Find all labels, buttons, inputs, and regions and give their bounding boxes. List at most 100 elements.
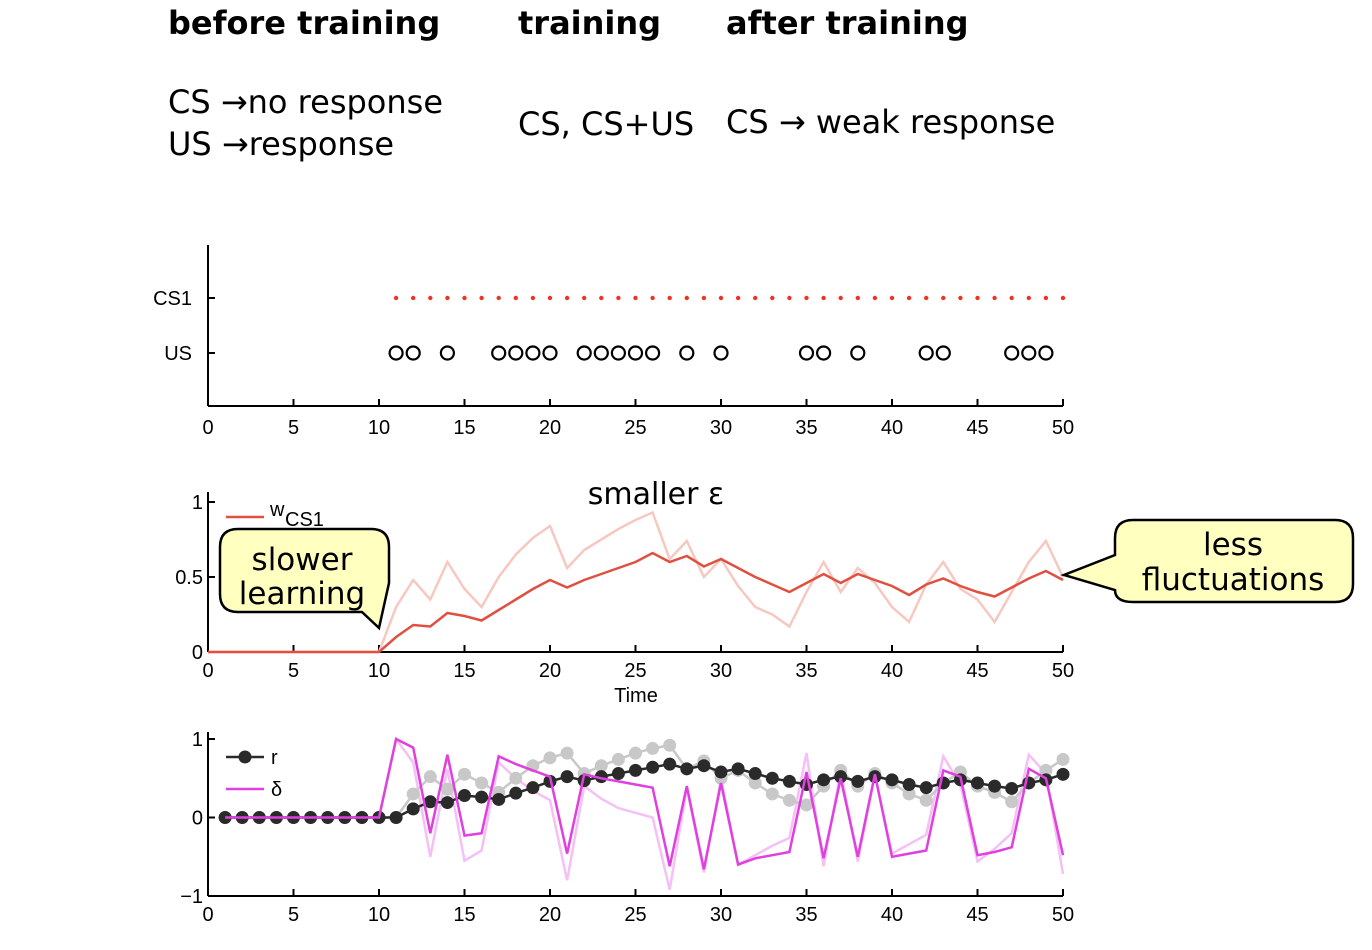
x-tick-label: 10: [368, 660, 390, 682]
cs1-point: [616, 295, 621, 301]
x-tick-label: 50: [1052, 904, 1074, 926]
cs1-point: [889, 295, 895, 301]
cs1-point: [718, 295, 724, 301]
us-point: [542, 345, 558, 361]
r-point: [851, 774, 865, 788]
r-point: [731, 762, 745, 776]
us-point: [491, 345, 507, 361]
callout-right-line-2: fluctuations: [1142, 562, 1325, 598]
r-previous-point: [509, 771, 523, 785]
before-training-title: before training: [168, 4, 441, 42]
legend-w-subscript: CS1: [285, 509, 324, 531]
y-tick-label: CS1: [153, 288, 192, 310]
callout-left-line-2: learning: [239, 576, 365, 612]
y-tick-label: 0: [192, 642, 203, 664]
r-previous-point: [919, 793, 933, 807]
x-tick-label: 25: [624, 660, 646, 682]
us-point: [439, 345, 455, 361]
w-cs1-line: [208, 551, 1064, 654]
cs1-point: [462, 295, 467, 301]
cs1-point: [445, 295, 450, 301]
delta-previous-line: [225, 736, 1065, 890]
r-previous-point: [800, 798, 813, 812]
x-tick-label: 25: [624, 904, 646, 926]
x-tick-label: 30: [710, 904, 732, 926]
x-tick-label: 40: [881, 417, 903, 439]
x-tick-label: 40: [881, 660, 903, 682]
r-previous-point: [1005, 795, 1019, 809]
y-tick-label: 1: [192, 729, 203, 751]
r-point: [680, 762, 694, 776]
r-previous-point: [1039, 763, 1053, 777]
x-tick-label: 35: [795, 660, 817, 682]
r-point: [389, 811, 403, 824]
r-point: [492, 792, 506, 806]
us-point: [1004, 345, 1020, 361]
r-point: [629, 763, 642, 777]
r-previous-point: [646, 741, 660, 755]
cs1-point: [992, 295, 997, 301]
cs1-point: [735, 295, 741, 301]
r-point: [646, 760, 660, 774]
r-point: [748, 767, 762, 781]
r-previous-point: [663, 738, 677, 752]
cs1-point: [411, 295, 416, 301]
cs1-point: [599, 295, 604, 301]
us-point: [627, 345, 644, 361]
stimulus-panel: 0 5 10 15 20 25 30 35 40 45 50 CS1 US: [153, 245, 1074, 439]
callout-left: slower learning: [218, 527, 391, 631]
callout-right-line-1: less: [1203, 527, 1263, 563]
cs1-point: [770, 295, 775, 301]
x-tick-label: 30: [710, 417, 732, 439]
x-tick-label: 15: [453, 417, 475, 439]
us-point: [508, 345, 524, 361]
cs1-point: [513, 295, 518, 301]
us-point: [610, 345, 627, 361]
r-point: [458, 789, 471, 803]
x-tick-label: 45: [966, 660, 988, 682]
r-previous-point: [765, 787, 779, 801]
cs1-point: [530, 295, 536, 301]
us-point: [644, 345, 661, 361]
us-point: [593, 345, 609, 361]
chart-title: smaller ε: [588, 477, 724, 512]
cs1-point: [496, 295, 501, 301]
r-point: [919, 781, 933, 795]
y-tick-label: 0: [192, 808, 203, 830]
r-previous-point: [475, 776, 489, 790]
callout-right: less fluctuations: [1060, 518, 1355, 604]
cs1-point: [975, 295, 980, 301]
r-previous-point: [543, 751, 557, 765]
cs1-point: [872, 295, 878, 301]
x-tick-label: 5: [288, 904, 299, 926]
x-tick-label: 45: [966, 904, 988, 926]
x-tick-label: 45: [966, 417, 988, 439]
r-previous-point: [902, 787, 916, 801]
x-tick-label: 40: [881, 904, 903, 926]
us-point: [935, 345, 951, 361]
training-title: training: [518, 4, 662, 42]
r-point: [697, 759, 711, 773]
cs1-point: [393, 295, 399, 301]
cs1-point: [753, 295, 758, 301]
r-previous-point: [423, 770, 437, 784]
after-training-title: after training: [726, 4, 969, 42]
us-point: [405, 345, 421, 361]
cs1-point: [547, 295, 553, 301]
r-point: [885, 773, 899, 787]
cs1-point: [633, 295, 638, 301]
callout-right-bubble: [1060, 518, 1355, 604]
r-previous-point: [458, 767, 471, 781]
r-line: [225, 762, 1064, 819]
callout-left-bubble: [218, 527, 391, 631]
cs1-point: [787, 295, 792, 301]
x-tick-label: 25: [624, 417, 646, 439]
legend-r-label: r: [271, 747, 278, 769]
r-point: [817, 773, 831, 787]
r-previous-point: [440, 782, 454, 796]
cs1-point: [855, 295, 860, 301]
r-previous-point: [560, 746, 574, 760]
x-tick-label: 20: [539, 417, 561, 439]
us-point: [525, 345, 541, 361]
cs1-point: [958, 295, 963, 301]
